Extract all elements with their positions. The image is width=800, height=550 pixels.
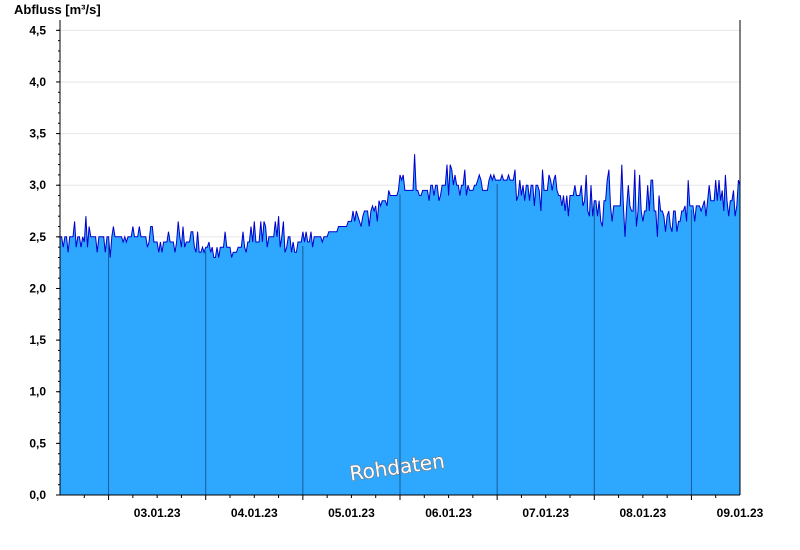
y-tick-label: 1,0 <box>29 385 46 399</box>
y-tick-label: 2,5 <box>29 230 46 244</box>
y-tick-label: 0,0 <box>29 488 46 502</box>
x-tick-label: 03.01.23 <box>134 506 181 520</box>
y-tick-label: 1,5 <box>29 333 46 347</box>
x-tick-label: 05.01.23 <box>328 506 375 520</box>
y-tick-label: 3,0 <box>29 178 46 192</box>
day-dividers <box>108 184 692 495</box>
series-line <box>60 154 741 258</box>
y-axis-title: Abfluss [m³/s] <box>14 2 101 17</box>
y-tick-label: 2,0 <box>29 281 46 295</box>
y-tick-label: 0,5 <box>29 436 46 450</box>
x-ticks: 03.01.23 04.01.23 05.01.23 06.01.23 07.01.23… <box>83 495 764 520</box>
y-tick-label: 4,5 <box>29 23 46 37</box>
x-tick-label: 07.01.23 <box>522 506 569 520</box>
x-tick-label: 09.01.23 <box>717 506 764 520</box>
x-tick-label: 06.01.23 <box>425 506 472 520</box>
x-tick-label: 04.01.23 <box>231 506 278 520</box>
y-tick-label: 3,5 <box>29 127 46 141</box>
y-ticks: 0,0 0,5 1,0 1,5 2,0 2,5 3,0 3,5 4,0 4,5 <box>29 23 60 502</box>
x-tick-label: 08.01.23 <box>619 506 666 520</box>
y-tick-label: 4,0 <box>29 75 46 89</box>
